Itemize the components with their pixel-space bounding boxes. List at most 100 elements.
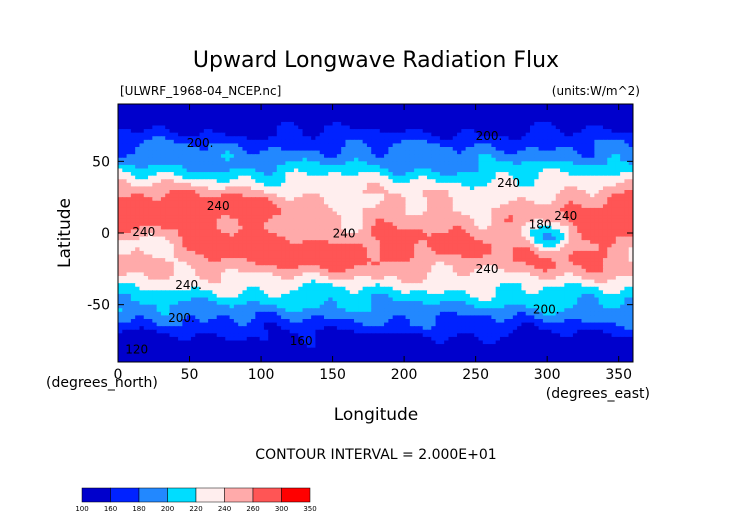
field-cell bbox=[465, 179, 471, 184]
field-cell bbox=[560, 172, 565, 177]
field-cell bbox=[560, 164, 565, 170]
field-cell bbox=[379, 197, 385, 202]
field-cell bbox=[534, 182, 540, 188]
field-cell bbox=[512, 204, 518, 209]
field-cell bbox=[628, 114, 633, 119]
field-cell bbox=[482, 182, 488, 188]
field-cell bbox=[349, 157, 355, 162]
field-cell bbox=[143, 139, 149, 145]
field-cell bbox=[242, 150, 248, 155]
field-cell bbox=[551, 222, 557, 227]
field-cell bbox=[358, 200, 364, 205]
field-cell bbox=[242, 175, 248, 180]
field-cell bbox=[246, 236, 252, 241]
field-cell bbox=[354, 204, 359, 209]
field-cell bbox=[422, 172, 428, 177]
field-cell bbox=[152, 211, 158, 216]
field-cell bbox=[427, 168, 432, 173]
field-cell bbox=[233, 143, 239, 148]
field-cell bbox=[465, 186, 471, 191]
field-cell bbox=[594, 147, 600, 152]
field-cell bbox=[362, 215, 368, 220]
field-cell bbox=[160, 182, 166, 188]
field-cell bbox=[349, 240, 355, 245]
field-cell bbox=[272, 186, 278, 191]
field-cell bbox=[160, 247, 166, 252]
field-cell bbox=[521, 193, 527, 198]
field-cell bbox=[598, 182, 604, 188]
field-cell bbox=[602, 143, 608, 148]
field-cell bbox=[173, 222, 179, 227]
field-cell bbox=[422, 139, 428, 145]
field-cell bbox=[152, 215, 158, 220]
field-cell bbox=[122, 111, 128, 116]
field-cell bbox=[289, 179, 295, 184]
field-cell bbox=[152, 129, 158, 134]
field-cell bbox=[298, 118, 304, 123]
field-cell bbox=[568, 215, 574, 220]
field-cell bbox=[143, 243, 149, 248]
field-cell bbox=[195, 150, 201, 155]
field-cell bbox=[242, 121, 248, 127]
field-cell bbox=[225, 104, 231, 109]
field-cell bbox=[396, 107, 402, 112]
field-cell bbox=[611, 168, 617, 173]
field-cell bbox=[315, 193, 321, 198]
field-cell bbox=[195, 243, 201, 248]
field-cell bbox=[474, 129, 480, 134]
field-cell bbox=[169, 215, 175, 220]
field-cell bbox=[186, 190, 192, 195]
field-cell bbox=[628, 161, 633, 166]
field-cell bbox=[285, 186, 291, 191]
field-cell bbox=[293, 179, 299, 184]
field-cell bbox=[525, 111, 531, 116]
field-cell bbox=[572, 211, 578, 216]
field-cell bbox=[491, 233, 497, 238]
field-cell bbox=[186, 204, 192, 209]
field-cell bbox=[354, 190, 359, 195]
field-cell bbox=[474, 240, 480, 245]
field-cell bbox=[469, 222, 475, 227]
field-cell bbox=[199, 182, 205, 188]
field-cell bbox=[255, 150, 261, 155]
field-cell bbox=[478, 104, 484, 109]
field-cell bbox=[139, 168, 145, 173]
field-cell bbox=[281, 150, 286, 155]
field-cell bbox=[568, 154, 574, 159]
field-cell bbox=[555, 179, 561, 184]
field-cell bbox=[581, 132, 587, 137]
field-cell bbox=[306, 229, 312, 234]
field-cell bbox=[345, 175, 351, 180]
field-cell bbox=[427, 175, 432, 180]
field-cell bbox=[384, 236, 389, 241]
field-cell bbox=[607, 193, 613, 198]
field-cell bbox=[203, 114, 209, 119]
field-cell bbox=[349, 154, 355, 159]
field-cell bbox=[285, 222, 291, 227]
field-cell bbox=[487, 168, 492, 173]
field-cell bbox=[186, 215, 192, 220]
field-cell bbox=[435, 132, 441, 137]
field-cell bbox=[272, 190, 278, 195]
field-cell bbox=[431, 157, 437, 162]
field-cell bbox=[620, 164, 626, 170]
field-cell bbox=[143, 250, 149, 256]
field-cell bbox=[328, 125, 334, 130]
field-cell bbox=[285, 172, 291, 177]
field-cell bbox=[160, 179, 166, 184]
field-cell bbox=[190, 150, 196, 155]
field-cell bbox=[208, 143, 214, 148]
field-cell bbox=[272, 218, 278, 223]
field-cell bbox=[259, 150, 265, 155]
field-cell bbox=[572, 104, 578, 109]
field-cell bbox=[384, 172, 389, 177]
field-cell bbox=[491, 164, 497, 170]
field-cell bbox=[422, 129, 428, 134]
field-cell bbox=[130, 193, 136, 198]
field-cell bbox=[293, 186, 299, 191]
field-cell bbox=[628, 193, 633, 198]
field-cell bbox=[439, 172, 445, 177]
field-cell bbox=[427, 111, 432, 116]
field-cell bbox=[504, 111, 510, 116]
field-cell bbox=[143, 157, 149, 162]
